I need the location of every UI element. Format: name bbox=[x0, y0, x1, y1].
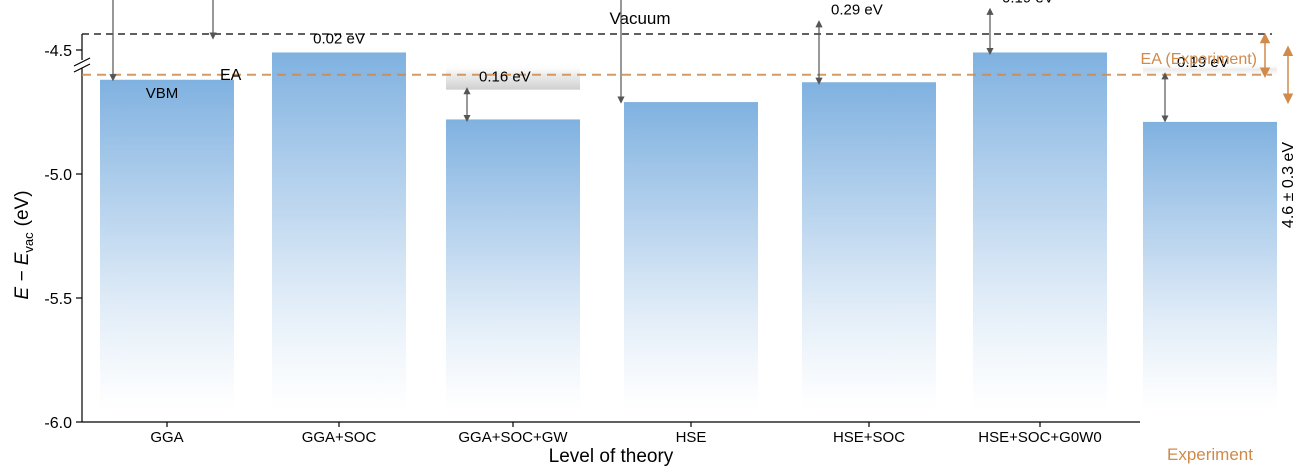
annotations: Eg = 0.8 eV0.02 eV0.16 eV1.1 eV0.29 eV0.… bbox=[109, 0, 1297, 229]
x-tick-label: GGA+SOC bbox=[302, 429, 377, 446]
gap-label: 0.16 eV bbox=[479, 69, 531, 86]
axis-break-mark bbox=[73, 57, 91, 67]
valence-band-bar bbox=[272, 52, 406, 410]
y-axis bbox=[73, 34, 91, 422]
valence-band-bar bbox=[802, 82, 936, 411]
x-axis-label: Level of theory bbox=[549, 446, 674, 467]
x-tick-label: HSE bbox=[676, 429, 707, 446]
conduction-band-bar bbox=[446, 64, 580, 90]
y-axis-label: E − Evac (eV) bbox=[12, 190, 36, 299]
y-tick-label: -4.5 bbox=[44, 43, 72, 60]
valence-band-bar-experiment bbox=[1143, 121, 1277, 411]
x-ticks: GGA GGA+SOC GGA+SOC+GW HSE HSE+SOC HSE+SOC+G0… bbox=[150, 422, 1253, 464]
y-tick-label: -5.0 bbox=[44, 167, 72, 184]
valence-band-bar bbox=[973, 52, 1107, 410]
x-tick-label: GGA bbox=[150, 429, 183, 446]
axis-break-mark bbox=[73, 63, 91, 73]
valence-band-bar bbox=[100, 79, 234, 410]
ea-experiment-value: 4.6 ± 0.3 eV bbox=[1280, 142, 1297, 229]
y-axis-label-unit: (eV) bbox=[12, 190, 33, 226]
y-tick-label: -6.0 bbox=[44, 415, 72, 432]
valence-band-bar bbox=[446, 119, 580, 410]
x-tick-label: HSE+SOC bbox=[833, 429, 905, 446]
vbm-label: VBM bbox=[146, 85, 179, 102]
gap-label: 0.19 eV bbox=[1177, 54, 1229, 71]
y-ticks: -3.0-3.5-4.0-4.5-5.0-5.5-6.0 bbox=[44, 43, 82, 432]
x-tick-label-experiment: Experiment bbox=[1167, 445, 1253, 464]
valence-band-bar bbox=[624, 102, 758, 410]
y-axis-label-sub: vac bbox=[21, 232, 36, 253]
gap-label: 0.29 eV bbox=[831, 2, 883, 19]
y-axis-label-main: E − E bbox=[12, 252, 33, 299]
y-tick-label: -5.5 bbox=[44, 291, 72, 308]
gap-label: 0.02 eV bbox=[313, 30, 365, 47]
ea-label: EA bbox=[220, 67, 242, 84]
conduction-band-bar-experiment bbox=[1143, 64, 1277, 75]
vacuum-label: Vacuum bbox=[609, 9, 670, 28]
gap-label: 0.19 eV bbox=[1002, 0, 1054, 6]
band-bars bbox=[100, 52, 1277, 411]
x-tick-label: GGA+SOC+GW bbox=[458, 429, 568, 446]
ea-experiment-label: EA (Experiment) bbox=[1141, 51, 1257, 68]
x-tick-label: HSE+SOC+G0W0 bbox=[978, 429, 1101, 446]
